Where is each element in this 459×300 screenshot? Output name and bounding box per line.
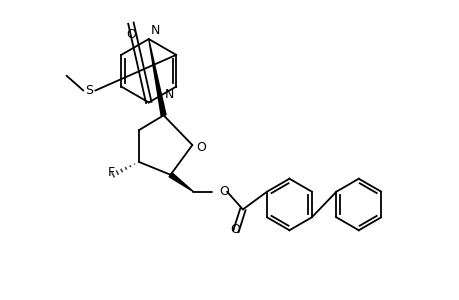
Text: N: N bbox=[164, 88, 174, 100]
Text: N: N bbox=[151, 24, 160, 37]
Text: O: O bbox=[126, 28, 135, 41]
Text: F: F bbox=[107, 166, 114, 179]
Polygon shape bbox=[169, 173, 193, 192]
Text: O: O bbox=[230, 223, 240, 236]
Polygon shape bbox=[148, 39, 166, 116]
Text: S: S bbox=[85, 84, 93, 97]
Text: O: O bbox=[196, 140, 206, 154]
Text: O: O bbox=[218, 185, 229, 198]
